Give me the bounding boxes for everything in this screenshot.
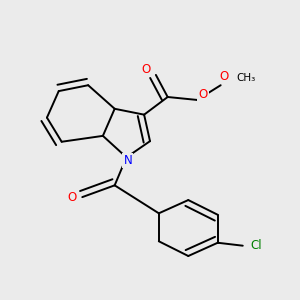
Text: N: N [124, 154, 132, 167]
Text: CH₃: CH₃ [237, 73, 256, 83]
Text: O: O [67, 190, 76, 204]
Text: Cl: Cl [250, 239, 262, 252]
Text: O: O [219, 70, 228, 83]
Text: O: O [198, 88, 208, 100]
Text: O: O [141, 62, 150, 76]
